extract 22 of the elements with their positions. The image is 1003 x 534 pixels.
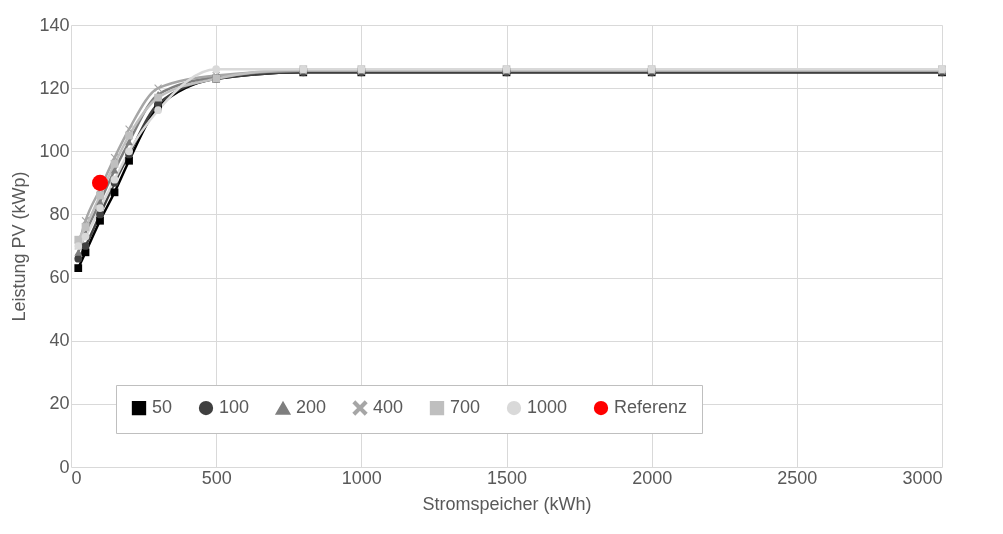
x-tick-label: 1000 — [341, 467, 382, 488]
x-tick-label: 2000 — [632, 467, 673, 488]
y-tick-label: 140 — [39, 14, 70, 35]
legend-label: 200 — [296, 397, 327, 418]
y-tick-label: 120 — [39, 77, 70, 98]
x-tick-label: 500 — [201, 467, 232, 488]
legend-label: Referenz — [614, 397, 688, 418]
legend-label: 400 — [373, 397, 404, 418]
legend-label: 50 — [152, 397, 173, 418]
y-tick-label: 20 — [49, 393, 70, 414]
y-axis-title: Leistung PV (kWp) — [9, 171, 30, 322]
y-tick-label: 100 — [39, 140, 70, 161]
y-tick-label: 40 — [49, 330, 70, 351]
legend-label: 1000 — [527, 397, 568, 418]
y-tick-label: 80 — [49, 203, 70, 224]
legend-label: 100 — [219, 397, 250, 418]
legend-label: 700 — [450, 397, 481, 418]
x-axis-title: Stromspeicher (kWh) — [422, 493, 592, 514]
x-tick-label: 3000 — [902, 467, 943, 488]
y-tick-label: 60 — [49, 267, 70, 288]
x-tick-label: 1500 — [486, 467, 528, 488]
x-tick-label: 2500 — [777, 467, 818, 488]
